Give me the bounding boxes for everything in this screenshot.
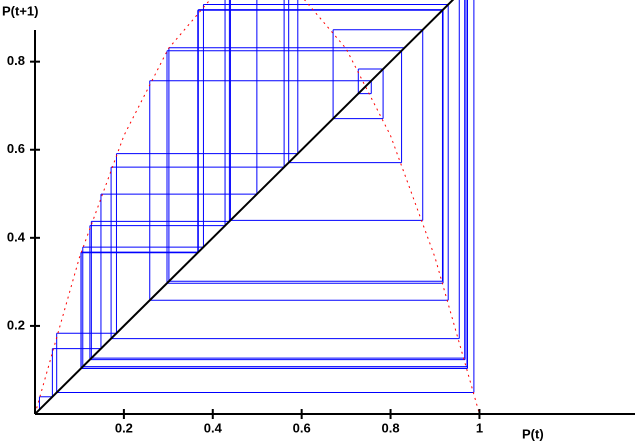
- plot-area: [35, 0, 480, 414]
- x-tick-label: 0.4: [204, 420, 223, 435]
- map-curve: [35, 0, 480, 414]
- x-tick-label: 0.6: [293, 420, 311, 435]
- x-tick-label: 0.2: [115, 420, 133, 435]
- y-tick-label: 0.4: [7, 229, 26, 244]
- x-tick-label: 0.8: [382, 420, 400, 435]
- y-tick-label: 0.2: [7, 317, 25, 332]
- y-axis-label: P(t+1): [2, 3, 38, 18]
- diagonal: [35, 0, 455, 414]
- x-tick-label: 1: [476, 420, 483, 435]
- x-axis-label: P(t): [522, 426, 544, 441]
- y-tick-label: 0.6: [7, 141, 25, 156]
- y-tick-label: 0.8: [7, 53, 25, 68]
